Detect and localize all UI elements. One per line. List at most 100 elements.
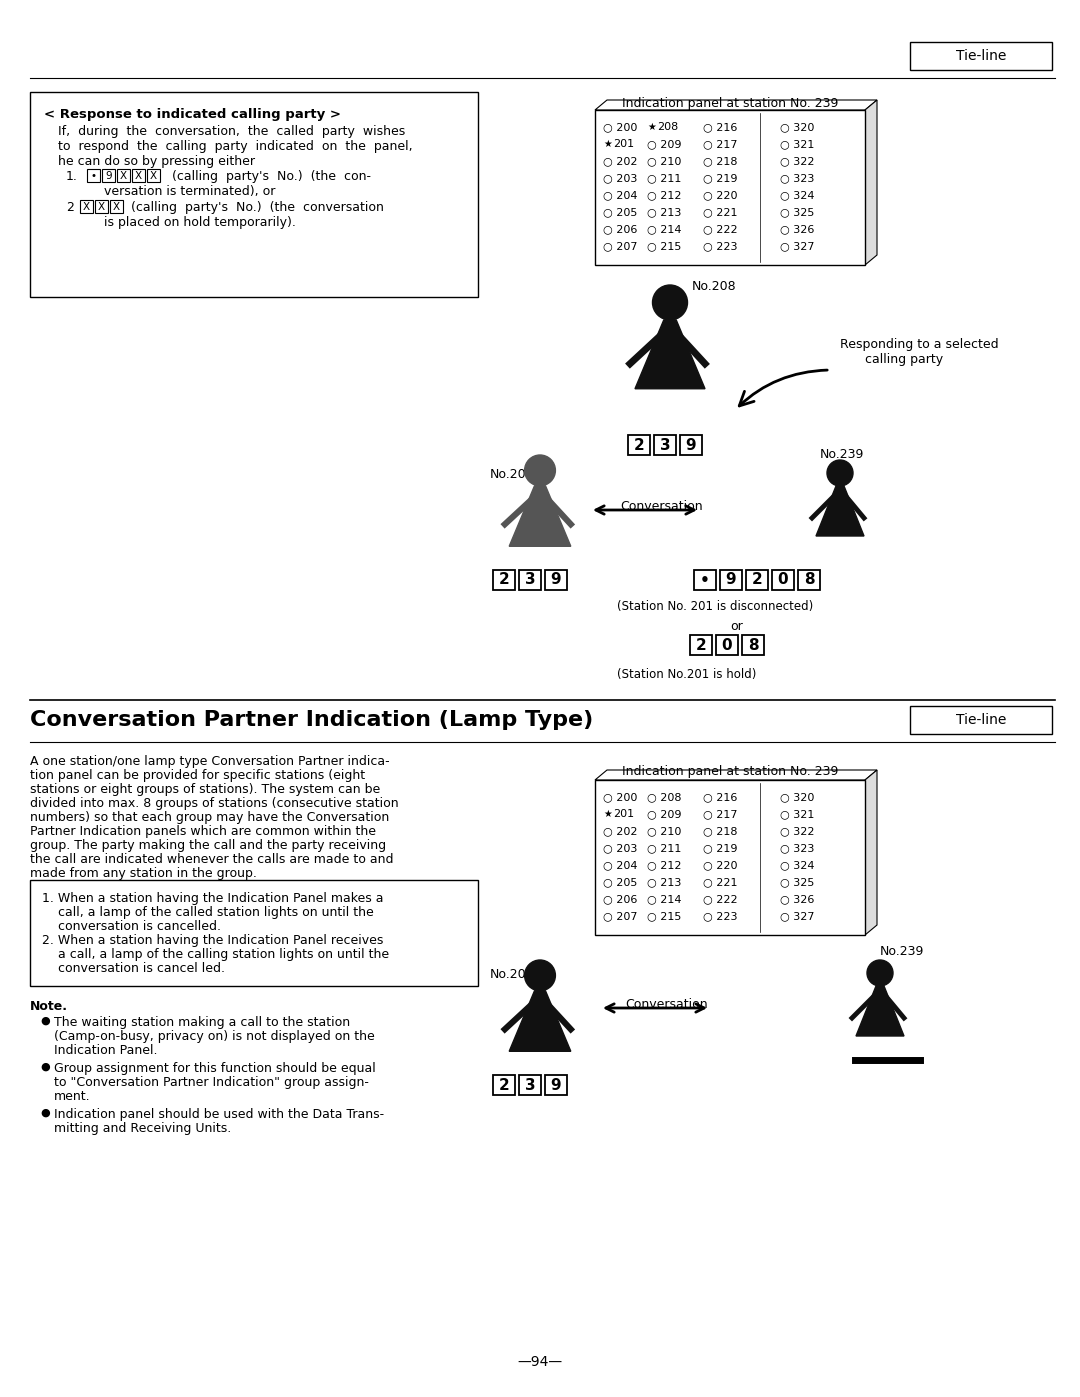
Bar (545, 570, 567, 590)
Bar (595, 110, 865, 265)
Text: •: • (91, 170, 96, 182)
Polygon shape (635, 320, 705, 388)
Text: to "Conversation Partner Indication" group assign-: to "Conversation Partner Indication" gro… (54, 1076, 369, 1090)
Text: made from any station in the group.: made from any station in the group. (30, 868, 257, 880)
Circle shape (652, 285, 688, 320)
Text: Indication panel at station No. 239: Indication panel at station No. 239 (622, 96, 838, 110)
Text: ○ 321: ○ 321 (780, 138, 814, 149)
Text: is placed on hold temporarily).: is placed on hold temporarily). (104, 217, 296, 229)
Text: ○ 221: ○ 221 (703, 207, 738, 217)
Text: 2: 2 (696, 637, 706, 652)
Text: 9: 9 (551, 573, 562, 588)
Bar (147, 169, 160, 182)
Text: conversation is cancel led.: conversation is cancel led. (42, 963, 225, 975)
Text: 2: 2 (752, 573, 762, 588)
Bar (746, 570, 768, 590)
Text: (Camp-on-busy, privacy on) is not displayed on the: (Camp-on-busy, privacy on) is not displa… (54, 1030, 375, 1044)
Text: ○ 323: ○ 323 (780, 842, 814, 854)
Text: ★: ★ (603, 138, 611, 149)
Text: a call, a lamp of the calling station lights on until the: a call, a lamp of the calling station li… (42, 949, 389, 961)
Text: ○ 218: ○ 218 (703, 826, 738, 835)
Text: ○ 211: ○ 211 (647, 173, 681, 183)
Text: —94—: —94— (517, 1355, 563, 1369)
Text: or: or (730, 620, 743, 633)
Text: •: • (700, 573, 710, 588)
Text: 3: 3 (525, 573, 536, 588)
Circle shape (827, 460, 853, 486)
Polygon shape (509, 486, 571, 546)
Text: Indication panel at station No. 239: Indication panel at station No. 239 (622, 766, 838, 778)
Polygon shape (865, 101, 877, 265)
Text: tion panel can be provided for specific stations (eight: tion panel can be provided for specific … (30, 768, 365, 782)
Text: < Response to indicated calling party >: < Response to indicated calling party > (44, 108, 341, 122)
Text: 8: 8 (804, 573, 814, 588)
Text: ○ 215: ○ 215 (647, 242, 681, 251)
Text: numbers) so that each group may have the Conversation: numbers) so that each group may have the… (30, 812, 389, 824)
Text: Group assignment for this function should be equal: Group assignment for this function shoul… (54, 1062, 376, 1076)
Bar (30, 92, 478, 298)
Text: X: X (150, 170, 157, 182)
Text: ○ 200: ○ 200 (603, 122, 637, 131)
Text: ●: ● (40, 1108, 50, 1118)
Text: to  respond  the  calling  party  indicated  on  the  panel,: to respond the calling party indicated o… (58, 140, 413, 154)
Text: ○ 326: ○ 326 (780, 894, 814, 904)
Text: ○ 211: ○ 211 (647, 842, 681, 854)
Text: 9: 9 (105, 170, 112, 182)
Text: ○ 321: ○ 321 (780, 809, 814, 819)
Text: ○ 213: ○ 213 (647, 207, 681, 217)
Bar (627, 434, 650, 455)
Text: 3: 3 (525, 1077, 536, 1092)
Text: ○ 204: ○ 204 (603, 861, 637, 870)
Text: ○ 213: ○ 213 (647, 877, 681, 887)
Text: ○ 325: ○ 325 (780, 877, 814, 887)
Text: ○ 323: ○ 323 (780, 173, 814, 183)
Bar (910, 705, 1052, 733)
Text: ○ 217: ○ 217 (703, 809, 738, 819)
Text: 201: 201 (613, 138, 634, 149)
Text: ○ 203: ○ 203 (603, 173, 637, 183)
Text: No.239: No.239 (880, 944, 924, 958)
Circle shape (525, 960, 555, 990)
Bar (910, 42, 1052, 70)
Text: ment.: ment. (54, 1090, 91, 1104)
Text: A one station/one lamp type Conversation Partner indica-: A one station/one lamp type Conversation… (30, 754, 390, 768)
Text: ○ 216: ○ 216 (703, 122, 738, 131)
Text: ○ 209: ○ 209 (647, 138, 681, 149)
Text: 2. When a station having the Indication Panel receives: 2. When a station having the Indication … (42, 935, 383, 947)
Text: (Station No. 201 is disconnected): (Station No. 201 is disconnected) (617, 599, 813, 613)
Text: ○ 222: ○ 222 (703, 224, 738, 235)
Text: 9: 9 (551, 1077, 562, 1092)
Text: ○ 322: ○ 322 (780, 156, 814, 166)
Text: Indication Panel.: Indication Panel. (54, 1044, 158, 1058)
Text: call, a lamp of the called station lights on until the: call, a lamp of the called station light… (42, 907, 374, 919)
Text: ○ 222: ○ 222 (703, 894, 738, 904)
Text: 0: 0 (721, 637, 732, 652)
Bar (690, 636, 712, 655)
Bar (720, 570, 742, 590)
Text: 0: 0 (778, 573, 788, 588)
Text: The waiting station making a call to the station: The waiting station making a call to the… (54, 1016, 350, 1030)
Bar (102, 169, 114, 182)
Text: 1.: 1. (66, 170, 78, 183)
Text: ○ 206: ○ 206 (603, 224, 637, 235)
Bar (492, 570, 515, 590)
Text: ★: ★ (647, 122, 656, 131)
Bar (132, 169, 145, 182)
Text: ○ 324: ○ 324 (780, 861, 814, 870)
Text: ○ 205: ○ 205 (603, 877, 637, 887)
Text: X: X (120, 170, 127, 182)
Text: (calling  party's  No.)  (the  con-: (calling party's No.) (the con- (164, 170, 372, 183)
Text: ○ 212: ○ 212 (647, 190, 681, 200)
Text: ○ 206: ○ 206 (603, 894, 637, 904)
Text: ○ 204: ○ 204 (603, 190, 637, 200)
Polygon shape (865, 770, 877, 935)
Text: Conversation: Conversation (620, 500, 703, 513)
Text: ●: ● (40, 1016, 50, 1025)
Text: Tie-line: Tie-line (956, 712, 1007, 726)
Text: Conversation Partner Indication (Lamp Type): Conversation Partner Indication (Lamp Ty… (30, 710, 593, 731)
Text: calling party: calling party (865, 353, 943, 366)
Text: ○ 327: ○ 327 (780, 242, 814, 251)
Text: Partner Indication panels which are common within the: Partner Indication panels which are comm… (30, 826, 376, 838)
Bar (117, 169, 130, 182)
Text: group. The party making the call and the party receiving: group. The party making the call and the… (30, 840, 387, 852)
